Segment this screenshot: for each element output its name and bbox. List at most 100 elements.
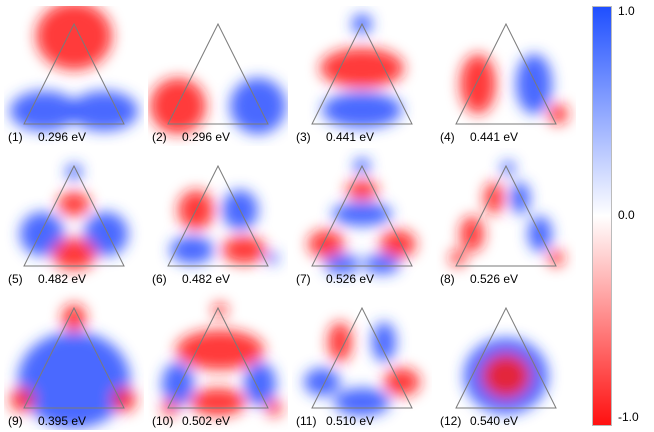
mode-label: (9) 0.395 eV: [8, 414, 86, 428]
negative-lobe: [190, 388, 246, 416]
triangle-outline: [455, 306, 557, 409]
mode-label: (3) 0.441 eV: [296, 130, 374, 144]
negative-lobe: [112, 388, 136, 412]
mode-density-plot: [304, 306, 420, 416]
positive-lobe: [501, 161, 515, 175]
positive-lobe: [364, 254, 400, 274]
positive-lobe: [322, 92, 402, 128]
triangle-outline: [167, 164, 269, 267]
mode-panel: (11) 0.510 eV: [292, 290, 432, 430]
mode-density-plot: [150, 22, 286, 134]
mode-index: (10): [152, 414, 174, 428]
negative-lobe: [328, 322, 352, 362]
positive-lobe: [332, 202, 392, 226]
mode-density-plot: [10, 304, 136, 428]
mode-label: (12) 0.540 eV: [440, 414, 518, 428]
mode-panel: (5) 0.482 eV: [4, 148, 144, 288]
mode-index: (6): [152, 272, 167, 286]
triangle-outline: [23, 22, 125, 125]
mode-panel: (9) 0.395 eV: [4, 290, 144, 430]
triangle-outline: [23, 164, 125, 267]
mode-density-plot: [20, 164, 128, 270]
mode-panel-grid: (1) 0.296 eV (2) 0.296 eV (3) 0.441 eV (4) 0.44…: [4, 6, 576, 430]
negative-lobe: [482, 354, 530, 398]
triangle-outline: [167, 306, 269, 409]
mode-index: (11): [296, 414, 317, 428]
mode-label: (11) 0.510 eV: [296, 414, 374, 428]
triangle-outline: [455, 164, 557, 267]
mode-label: (1) 0.296 eV: [8, 130, 86, 144]
negative-lobe: [346, 180, 378, 200]
positive-lobe: [18, 332, 130, 428]
positive-lobe: [334, 388, 390, 416]
mode-energy: 0.526 eV: [470, 272, 519, 286]
mode-index: (12): [440, 414, 462, 428]
mode-panel: (8) 0.526 eV: [436, 148, 576, 288]
colorbar-mid-label: 0.0: [618, 208, 635, 222]
mode-label: (7) 0.526 eV: [296, 272, 374, 286]
mode-density-plot: [162, 303, 282, 416]
negative-lobe: [62, 304, 86, 332]
colorbar: [592, 6, 612, 426]
negative-lobe: [10, 388, 34, 412]
negative-lobe: [52, 238, 96, 270]
positive-lobe: [84, 212, 128, 256]
positive-lobe: [170, 236, 214, 264]
mode-density-plot: [10, 6, 138, 131]
positive-lobe: [244, 362, 276, 406]
mode-density-plot: [167, 164, 278, 267]
mode-density-plot: [308, 158, 416, 274]
negative-lobe: [548, 250, 564, 266]
triangle-outline: [311, 306, 413, 409]
negative-lobe: [384, 368, 420, 396]
positive-lobe: [372, 322, 396, 362]
negative-lobe: [380, 230, 416, 258]
positive-lobe: [304, 368, 340, 396]
mode-label: (2) 0.296 eV: [152, 130, 230, 144]
mode-panel: (6) 0.482 eV: [148, 148, 288, 288]
triangle-outline: [311, 22, 413, 125]
mode-panel: (10) 0.502 eV: [148, 290, 288, 430]
positive-lobe: [162, 362, 194, 406]
negative-lobe: [36, 6, 112, 70]
mode-label: (6) 0.482 eV: [152, 272, 230, 286]
negative-lobe: [308, 230, 344, 258]
positive-lobe: [324, 254, 360, 274]
positive-lobe: [10, 91, 78, 131]
positive-lobe: [20, 212, 64, 256]
negative-lobe: [320, 48, 404, 88]
mode-energy: 0.510 eV: [326, 414, 375, 428]
colorbar-max-label: 1.0: [618, 4, 635, 18]
mode-panel: (4) 0.441 eV: [436, 6, 576, 146]
mode-index: (5): [8, 272, 23, 286]
mode-label: (10) 0.502 eV: [152, 414, 230, 428]
mode-energy: 0.296 eV: [182, 130, 231, 144]
mode-energy: 0.482 eV: [182, 272, 231, 286]
mode-density-plot: [455, 22, 568, 125]
mode-label: (5) 0.482 eV: [8, 272, 86, 286]
triangle-outline: [23, 306, 125, 409]
mode-density-plot: [311, 14, 413, 128]
mode-panel: (3) 0.441 eV: [292, 6, 432, 146]
colorbar-min-label: -1.0: [618, 410, 639, 424]
positive-lobe: [510, 182, 530, 214]
positive-lobe: [230, 78, 286, 134]
mode-energy: 0.502 eV: [182, 414, 231, 428]
mode-index: (1): [8, 130, 23, 144]
negative-lobe: [266, 400, 282, 416]
negative-lobe: [450, 250, 466, 266]
mode-energy: 0.482 eV: [38, 272, 87, 286]
mode-energy: 0.441 eV: [470, 130, 519, 144]
positive-lobe: [66, 164, 82, 180]
mode-energy: 0.441 eV: [326, 130, 375, 144]
mode-density-plot: [450, 161, 564, 267]
positive-lobe: [70, 91, 138, 131]
mode-density-plot: [455, 306, 557, 414]
mode-panel: (12) 0.540 eV: [436, 290, 576, 430]
triangle-outline: [311, 164, 413, 267]
mode-panel: (1) 0.296 eV: [4, 6, 144, 146]
negative-lobe: [484, 182, 504, 214]
mode-label: (8) 0.526 eV: [440, 272, 518, 286]
positive-lobe: [266, 252, 278, 264]
mode-energy: 0.540 eV: [470, 414, 519, 428]
